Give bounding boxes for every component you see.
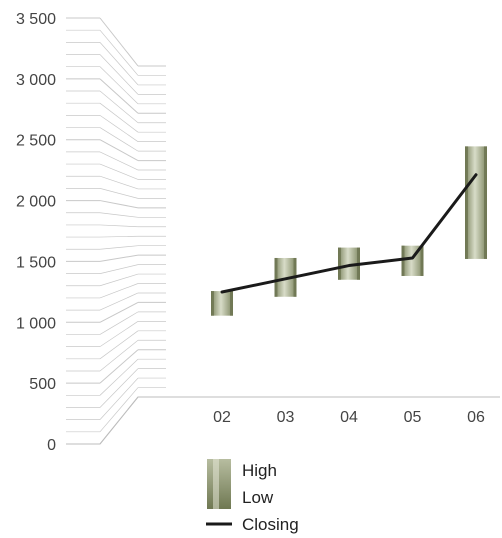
gridline-minor	[66, 175, 166, 190]
y-tick-label: 1 500	[16, 254, 56, 271]
gridline-minor	[66, 41, 166, 86]
y-tick-label: 500	[29, 376, 56, 393]
gridline-major	[66, 200, 166, 209]
gridline-minor	[66, 90, 166, 124]
y-tick-label: 1 000	[16, 315, 56, 332]
x-axis-baseline	[66, 396, 500, 445]
gridline-major	[66, 301, 166, 323]
legend-label-closing: Closing	[242, 515, 299, 534]
gridline-minor	[66, 188, 166, 199]
closing-series-line	[220, 173, 478, 294]
gridline-major	[66, 139, 166, 162]
gridline-minor	[66, 66, 166, 105]
gridline-minor	[66, 29, 166, 76]
gridline-major	[66, 349, 166, 384]
x-tick-label: 06	[467, 409, 485, 426]
gridline-minor	[66, 330, 166, 360]
y-tick-label: 0	[47, 437, 56, 454]
gridline-minor	[66, 368, 166, 408]
gridline-minor	[66, 163, 166, 180]
gridline-minor	[66, 115, 166, 143]
gridline-minor	[66, 311, 166, 335]
gridline-major	[66, 78, 166, 114]
gridline-minor	[66, 127, 166, 152]
y-tick-label: 3 500	[16, 11, 56, 28]
gridline-minor	[66, 283, 166, 299]
gridline-minor	[66, 273, 166, 287]
gridline-minor	[66, 320, 166, 347]
high-low-bar	[211, 291, 233, 316]
gridline-minor	[66, 235, 166, 238]
gridline-major	[66, 396, 166, 445]
gridline-minor	[66, 339, 166, 372]
y-tick-label: 2 000	[16, 194, 56, 211]
gridline-major	[66, 17, 166, 67]
legend-label-low: Low	[242, 488, 274, 507]
y-tick-label: 3 000	[16, 72, 56, 89]
gridline-minor	[66, 377, 166, 421]
gridline-minor	[66, 387, 166, 433]
legend: High Low Closing	[206, 459, 299, 534]
gridline-minor	[66, 151, 166, 171]
gridline-minor	[66, 264, 166, 274]
gridline-major	[66, 254, 166, 262]
gridline-minor	[66, 292, 166, 311]
high-low-bar	[465, 146, 487, 259]
gridline-minor	[66, 54, 166, 95]
gridline-minor	[66, 224, 166, 228]
gridline-minor	[66, 102, 166, 133]
y-tick-label: 2 500	[16, 133, 56, 150]
high-low-bar	[401, 245, 424, 276]
legend-label-high: High	[242, 461, 277, 480]
gridline-minor	[66, 245, 166, 250]
x-tick-label: 02	[213, 409, 231, 426]
gridline-minor	[66, 358, 166, 396]
x-tick-label: 04	[340, 409, 358, 426]
gridline-minor	[66, 212, 166, 218]
x-tick-label: 05	[404, 409, 422, 426]
x-tick-label: 03	[277, 409, 295, 426]
